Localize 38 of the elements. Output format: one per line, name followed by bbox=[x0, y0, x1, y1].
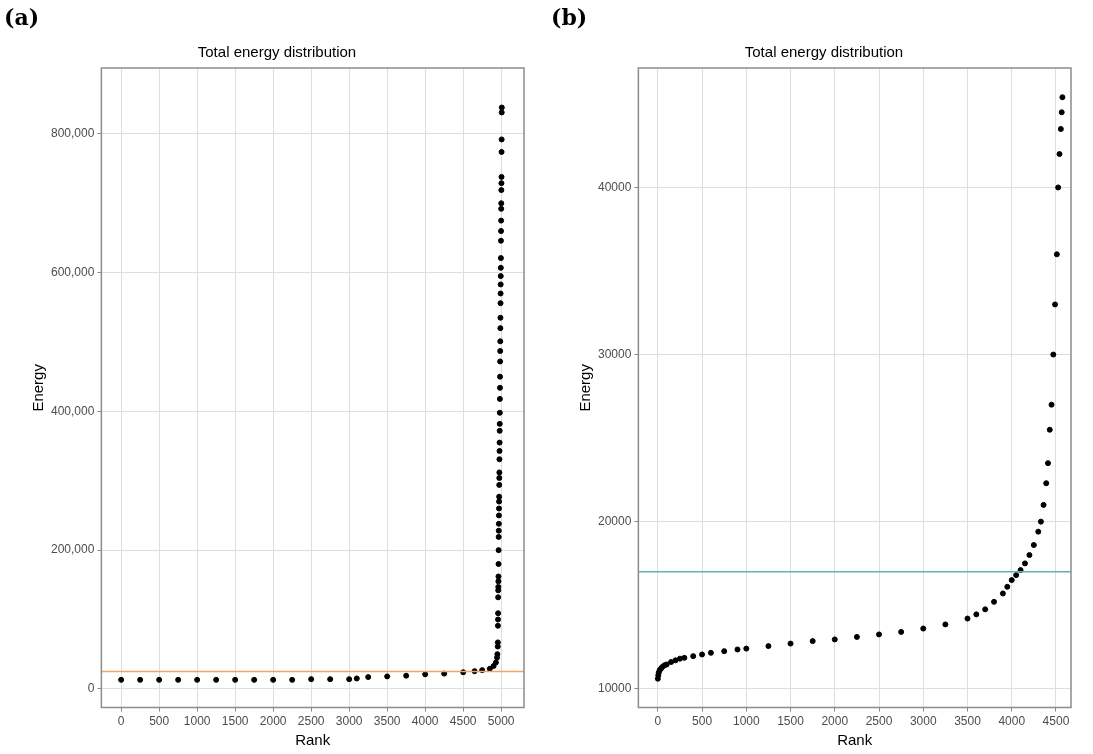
x-tick-label: 1000 bbox=[183, 714, 211, 729]
y-tick-label: 400,000 bbox=[50, 403, 95, 418]
x-tick-label: 1000 bbox=[732, 714, 760, 729]
x-tick-label: 2500 bbox=[297, 714, 325, 729]
x-tick-label: 4500 bbox=[449, 714, 477, 729]
x-tick-label: 3000 bbox=[335, 714, 363, 729]
x-axis-title: Rank bbox=[837, 731, 873, 749]
x-tick-label: 3000 bbox=[909, 714, 937, 729]
x-tick-label: 2000 bbox=[821, 714, 849, 729]
x-tick-label: 500 bbox=[692, 714, 713, 729]
text: (b) bbox=[551, 4, 588, 30]
chart-title: Total energy distribution bbox=[744, 43, 904, 61]
x-tick-label: 4500 bbox=[1042, 714, 1070, 729]
x-tick-label: 1500 bbox=[777, 714, 805, 729]
y-tick-label: 20000 bbox=[597, 513, 632, 528]
y-axis-title: Energy bbox=[576, 363, 594, 412]
y-tick-label: 40000 bbox=[597, 179, 632, 194]
y-tick-label: 10000 bbox=[597, 681, 632, 696]
x-tick-label: 2500 bbox=[865, 714, 893, 729]
chart-title: Total energy distribution bbox=[197, 43, 357, 61]
y-tick-label: 600,000 bbox=[50, 264, 95, 279]
y-axis-title: Energy bbox=[29, 363, 47, 412]
x-tick-label: 5000 bbox=[487, 714, 515, 729]
x-tick-label: 0 bbox=[654, 714, 662, 729]
y-tick-label: 30000 bbox=[597, 346, 632, 361]
x-tick-label: 3500 bbox=[373, 714, 401, 729]
y-tick-label: 200,000 bbox=[50, 542, 95, 557]
x-tick-label: 500 bbox=[149, 714, 170, 729]
x-tick-label: 3500 bbox=[954, 714, 982, 729]
y-tick-label: 800,000 bbox=[50, 126, 95, 141]
x-tick-label: 0 bbox=[117, 714, 125, 729]
x-tick-label: 4000 bbox=[411, 714, 439, 729]
x-tick-label: 2000 bbox=[259, 714, 287, 729]
x-tick-label: 1500 bbox=[221, 714, 249, 729]
text: (a) bbox=[4, 4, 40, 30]
x-tick-label: 4000 bbox=[998, 714, 1026, 729]
y-tick-label: 0 bbox=[87, 681, 95, 696]
x-axis-title: Rank bbox=[295, 731, 331, 749]
